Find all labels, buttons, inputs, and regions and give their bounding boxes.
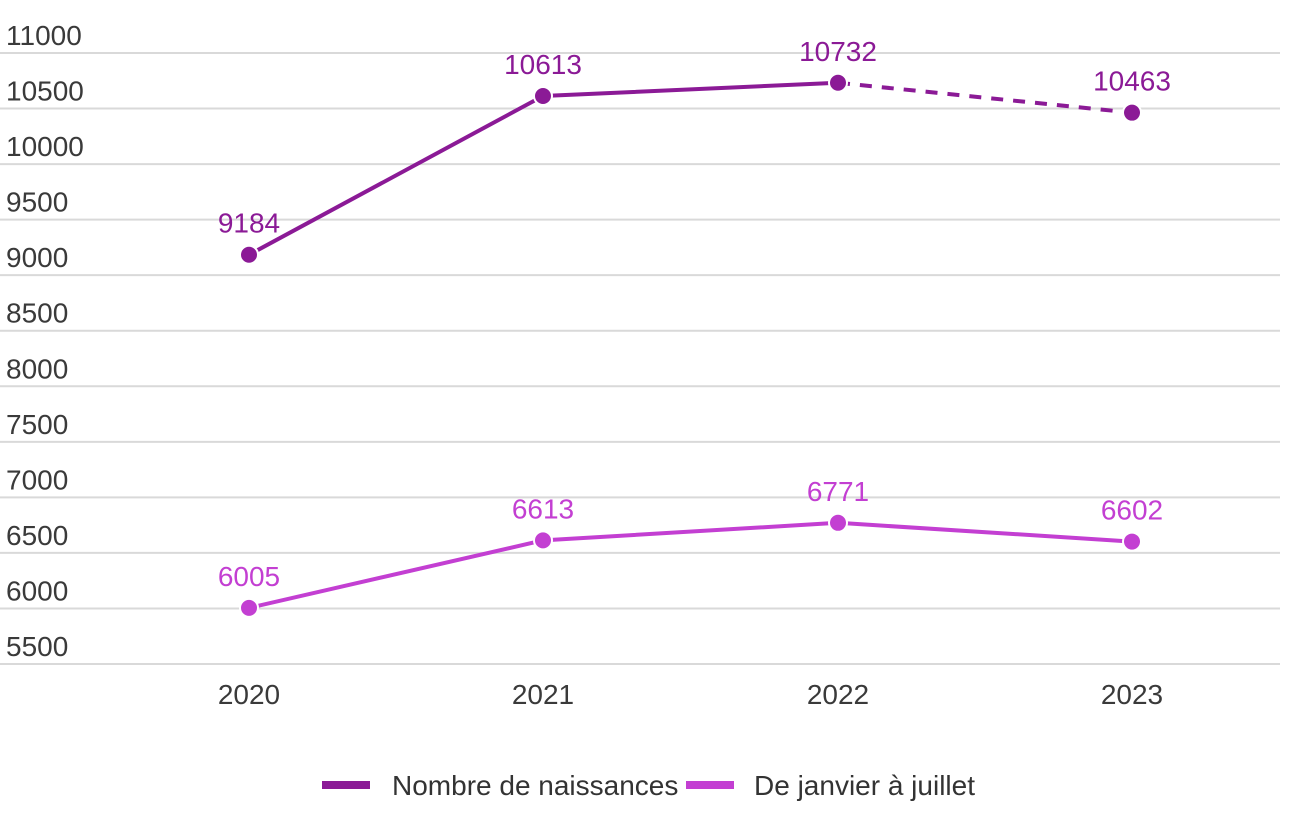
y-tick-label: 9500 — [6, 187, 68, 218]
series-line-segment — [247, 538, 545, 610]
series-line-segment — [837, 80, 1133, 115]
y-tick-label: 9000 — [6, 242, 68, 273]
legend-swatch — [686, 781, 734, 789]
x-tick-label: 2021 — [512, 679, 574, 710]
y-tick-label: 8500 — [6, 298, 68, 329]
data-point — [828, 72, 848, 93]
data-label: 6602 — [1101, 495, 1163, 526]
series-1: 6005 6613 6771 6602 — [218, 476, 1163, 618]
legend-item: Nombre de naissances — [322, 770, 678, 801]
y-tick-label: 10000 — [6, 131, 84, 162]
y-tick-label: 5500 — [6, 631, 68, 662]
series-line-segment — [247, 93, 545, 257]
series-line-segment — [541, 520, 840, 543]
y-tick-label: 11000 — [6, 20, 82, 51]
data-label: 10732 — [799, 36, 877, 67]
data-label: 9184 — [218, 208, 280, 239]
y-tick-label: 8000 — [6, 353, 68, 384]
data-point — [1122, 102, 1142, 123]
legend-label: Nombre de naissances — [392, 770, 678, 801]
data-point — [1122, 531, 1142, 552]
x-tick-label: 2023 — [1101, 679, 1163, 710]
data-point — [828, 512, 848, 533]
y-tick-label: 7000 — [6, 464, 68, 495]
data-point — [533, 85, 553, 106]
data-label: 6613 — [512, 493, 574, 524]
data-point — [533, 530, 553, 551]
data-label: 10463 — [1093, 66, 1171, 97]
x-tick-label: 2020 — [218, 679, 280, 710]
data-point — [239, 597, 259, 618]
x-tick-label: 2022 — [807, 679, 869, 710]
y-tick-label: 6500 — [6, 520, 68, 551]
data-label: 10613 — [504, 49, 582, 80]
y-tick-label: 6000 — [6, 575, 68, 606]
gridlines — [0, 52, 1280, 665]
legend: Nombre de naissances De janvier à juillet — [322, 770, 975, 801]
data-label: 6005 — [218, 561, 280, 592]
x-axis: 2020 2021 2022 2023 — [218, 679, 1163, 710]
data-point — [239, 244, 259, 265]
y-axis: 11000 10500 10000 9500 9000 8500 8000 7500 7000 6… — [6, 20, 84, 662]
y-tick-label: 10500 — [6, 76, 84, 107]
series-0: 9184 10613 10732 10463 — [218, 36, 1171, 265]
series-line-segment — [836, 520, 1134, 544]
legend-item: De janvier à juillet — [686, 770, 975, 801]
data-label: 6771 — [807, 476, 869, 507]
legend-swatch — [322, 781, 370, 789]
legend-label: De janvier à juillet — [754, 770, 975, 801]
series-group: 9184 10613 10732 10463 6005 6613 6771 6602 — [218, 36, 1171, 618]
y-tick-label: 7500 — [6, 409, 68, 440]
series-line-segment — [541, 80, 840, 98]
